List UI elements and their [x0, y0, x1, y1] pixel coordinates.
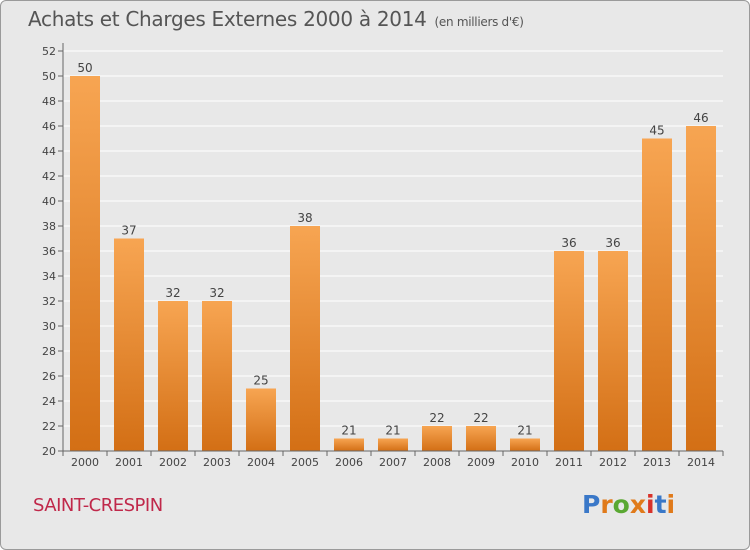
y-tick-label: 38	[42, 220, 56, 233]
bar-2008	[422, 426, 452, 451]
bar-2006	[334, 438, 364, 451]
x-tick-label: 2007	[379, 456, 407, 469]
x-tick-label: 2009	[467, 456, 495, 469]
chart-title: Achats et Charges Externes 2000 à 2014 (e…	[28, 7, 524, 31]
y-tick-label: 48	[42, 95, 56, 108]
y-tick-label: 34	[42, 270, 56, 283]
bar-2007	[378, 438, 408, 451]
logo-letter: i	[666, 490, 676, 519]
chart-subtitle: (en milliers d'€)	[434, 15, 524, 29]
bar-value-label: 32	[209, 286, 224, 300]
x-tick-label: 2003	[203, 456, 231, 469]
bar-2013	[642, 138, 672, 451]
y-tick-label: 30	[42, 320, 56, 333]
commune-name: SAINT-CRESPIN	[33, 495, 163, 516]
bar-value-label: 21	[341, 424, 356, 438]
x-tick-label: 2006	[335, 456, 363, 469]
logo-letter: i	[646, 490, 655, 519]
bar-2004	[246, 388, 276, 451]
x-tick-label: 2010	[511, 456, 539, 469]
logo-letter: P	[582, 490, 601, 519]
y-tick-label: 22	[42, 420, 56, 433]
bar-value-label: 37	[121, 224, 136, 238]
x-tick-label: 2005	[291, 456, 319, 469]
bar-2003	[202, 301, 232, 451]
bar-value-label: 32	[165, 286, 180, 300]
logo-letter: t	[654, 490, 667, 519]
y-tick-label: 26	[42, 370, 56, 383]
bar-value-label: 21	[385, 424, 400, 438]
y-tick-label: 24	[42, 395, 56, 408]
x-tick-label: 2000	[71, 456, 99, 469]
bar-2011	[554, 251, 584, 451]
bar-2009	[466, 426, 496, 451]
x-tick-label: 2002	[159, 456, 187, 469]
bar-2002	[158, 301, 188, 451]
y-tick-label: 44	[42, 145, 56, 158]
x-tick-label: 2012	[599, 456, 627, 469]
x-tick-label: 2014	[687, 456, 715, 469]
logo-letter: o	[612, 490, 630, 519]
bars	[70, 76, 716, 451]
logo-letter: r	[600, 490, 613, 519]
y-tick-label: 46	[42, 120, 56, 133]
proxiti-logo[interactable]: Proxiti	[582, 490, 675, 519]
bar-value-label: 22	[473, 411, 488, 425]
y-tick-label: 20	[42, 445, 56, 458]
bar-value-label: 36	[561, 236, 576, 250]
bar-2014	[686, 126, 716, 451]
x-tick-label: 2008	[423, 456, 451, 469]
bar-value-label: 36	[605, 236, 620, 250]
chart-title-text: Achats et Charges Externes 2000 à 2014	[28, 7, 427, 31]
value-labels: 50 37 32 32 25 38 21 21 22 22 21 36 36 45 46	[77, 61, 708, 438]
logo-letter: x	[629, 490, 646, 519]
x-tick-label: 2004	[247, 456, 275, 469]
y-tick-label: 50	[42, 70, 56, 83]
y-axis: 20 22 24 26 28 30 32 34 36 38 40 42 44 46 48 50 52	[42, 43, 64, 458]
y-tick-label: 32	[42, 295, 56, 308]
bar-value-label: 50	[77, 61, 92, 75]
bar-2010	[510, 438, 540, 451]
x-tick-label: 2011	[555, 456, 583, 469]
y-tick-label: 52	[42, 45, 56, 58]
bar-2001	[114, 238, 144, 451]
bar-2000	[70, 76, 100, 451]
bar-value-label: 38	[297, 211, 312, 225]
bar-value-label: 46	[693, 111, 708, 125]
bar-value-label: 21	[517, 424, 532, 438]
x-tick-label: 2001	[115, 456, 143, 469]
bar-value-label: 22	[429, 411, 444, 425]
y-tick-label: 42	[42, 170, 56, 183]
bar-2012	[598, 251, 628, 451]
bar-value-label: 25	[253, 374, 268, 388]
x-axis: 2000 2001 2002 2003 2004 2005 2006 2007 2008 2009…	[62, 450, 724, 469]
y-tick-label: 36	[42, 245, 56, 258]
bar-value-label: 45	[649, 124, 664, 138]
bar-2005	[290, 226, 320, 451]
y-tick-label: 28	[42, 345, 56, 358]
y-tick-label: 40	[42, 195, 56, 208]
x-tick-label: 2013	[643, 456, 671, 469]
